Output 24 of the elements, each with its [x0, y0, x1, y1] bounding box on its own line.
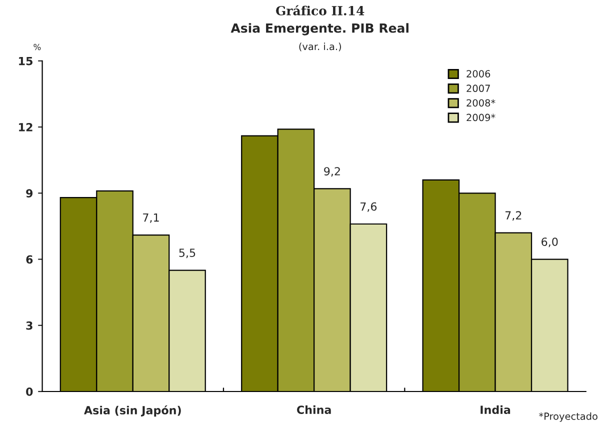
y-axis-title: %: [34, 44, 41, 50]
legend-label: 2009*: [466, 114, 496, 122]
legend-label: 2006: [466, 70, 490, 78]
y-tick-label: 12: [19, 122, 32, 132]
data-label: 9,2: [324, 167, 340, 177]
data-label: 5,5: [179, 248, 196, 258]
x-tick-label: India: [480, 405, 510, 414]
legend-label: 2008*: [466, 99, 496, 107]
y-tick-label: 9: [26, 189, 33, 198]
legend-label: 2007: [466, 84, 490, 92]
data-label: 6,0: [542, 238, 558, 248]
text: (var. i.a.): [299, 42, 341, 52]
data-label: 7,1: [143, 213, 159, 223]
y-tick-label: 15: [19, 57, 32, 66]
y-tick-label: 6: [26, 255, 33, 264]
chart-title: Gráfico II.14: [276, 5, 364, 16]
x-tick-label: China: [296, 405, 331, 414]
y-tick-label: 0: [26, 387, 33, 396]
text: *Proyectado: [539, 412, 598, 422]
data-label: 7,2: [505, 211, 522, 221]
y-tick-label: 3: [26, 321, 32, 330]
chart-subtitle: Asia Emergente. PIB Real: [230, 23, 408, 36]
x-tick-label: Asia (sin Japón): [84, 405, 181, 417]
data-label: 7,6: [360, 202, 377, 212]
